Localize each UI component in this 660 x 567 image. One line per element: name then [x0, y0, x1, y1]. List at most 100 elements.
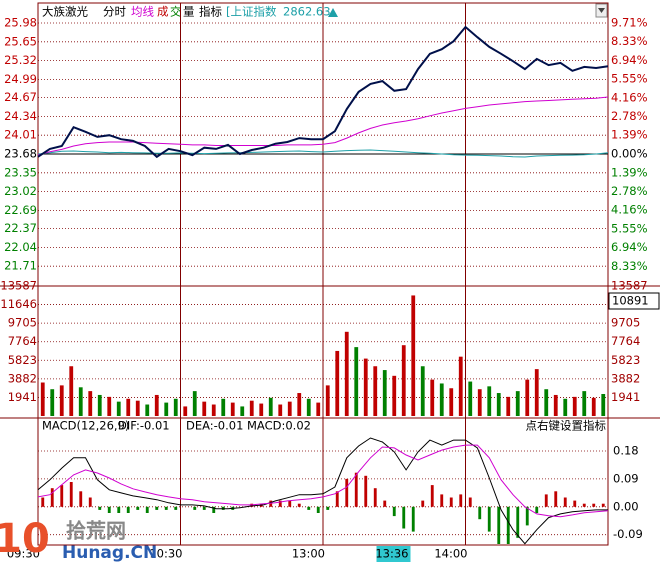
mode: 分时 [103, 5, 126, 19]
cursor-box [376, 546, 411, 562]
macd-readout: MACD:0.02 [247, 419, 311, 433]
y-tick-label: 25.98 [4, 16, 37, 30]
volume-bar [515, 391, 520, 416]
volume-bar [344, 331, 349, 416]
volume-bar [240, 406, 245, 416]
y-tick-label: 11646 [0, 297, 37, 311]
macd-bar [193, 506, 197, 510]
watermark-site: 拾荒网 [66, 519, 126, 543]
y-tick-label: 5823 [8, 353, 37, 367]
y2-tick-label: 4.16% [611, 203, 648, 217]
y-tick-label: 7764 [8, 334, 37, 348]
y2-tick-label: 5823 [611, 353, 640, 367]
current-volume: 10891 [612, 294, 649, 308]
macd-bar [107, 506, 111, 513]
price-line [37, 96, 609, 156]
y2-tick-label: 6.94% [611, 240, 648, 254]
macd-bar [316, 506, 320, 513]
y-tick-label: 25.32 [4, 53, 37, 67]
macd-bar [145, 506, 149, 513]
volume-bar [525, 379, 530, 416]
vol-label: 成 [157, 5, 169, 19]
macd-bar [497, 506, 501, 544]
x-tick-label: 09:30 [7, 547, 40, 561]
volume-bar [50, 389, 55, 416]
macd-bar [50, 488, 54, 507]
index-label: [上证指数 [226, 5, 277, 19]
macd-readout: DIF:-0.01 [118, 419, 170, 433]
stock-name: 大族激光 [42, 5, 88, 19]
volume-bar [221, 398, 226, 416]
y-tick-label: 25.65 [4, 34, 37, 48]
volume-bar [278, 404, 283, 416]
volume-bar [439, 383, 444, 416]
y-tick-label: 22.37 [4, 221, 37, 235]
macd-bar [297, 503, 301, 507]
macd-line [37, 437, 608, 545]
y-tick-label: 21.71 [4, 259, 37, 273]
macd-bar [506, 506, 510, 544]
macd-bar [582, 503, 586, 507]
y-tick-label: 13587 [0, 279, 37, 293]
macd-bar [430, 485, 434, 507]
volume-bar [316, 402, 321, 416]
macd-bar [88, 497, 92, 507]
macd-bar [164, 506, 168, 510]
macd-bar [364, 475, 368, 507]
y-tick-label: 24.01 [4, 128, 37, 142]
macd-bar [202, 506, 206, 510]
macd-bar [326, 506, 330, 510]
volume-bar [297, 393, 302, 416]
volume-bar [116, 401, 121, 416]
volume-bar [506, 396, 511, 416]
volume-bar [154, 394, 159, 416]
y-tick-label: 22.69 [4, 203, 37, 217]
scroll-arrow [598, 8, 605, 13]
macd-line [37, 444, 609, 518]
volume-bar [392, 375, 397, 416]
price-line [37, 149, 609, 158]
volume-bar [40, 382, 45, 416]
vol-label: 量 [183, 5, 195, 19]
y2-tick-label: 9705 [611, 316, 640, 330]
y2-tick-label: 3882 [611, 371, 640, 385]
macd-bar [478, 506, 482, 520]
vol-label: 交 [170, 5, 182, 19]
macd-bar [345, 478, 349, 507]
y2-tick-label: 1.39% [611, 165, 648, 179]
macd-bar [269, 500, 273, 507]
macd-bar [60, 485, 64, 507]
macd-bar [411, 506, 415, 532]
volume-bar [259, 403, 264, 416]
y-tick-label: 23.68 [4, 147, 37, 161]
macd-bar [554, 491, 558, 507]
volume-bar [487, 386, 492, 416]
macd-bar [69, 482, 73, 507]
volume-bar [591, 397, 596, 416]
price-line [37, 25, 609, 159]
macd-bar [383, 500, 387, 507]
cursor-label: 13:36 [375, 547, 408, 561]
y2-tick-label: 5.55% [611, 72, 648, 86]
macd-readout: DEA:-0.01 [186, 419, 243, 433]
y-tick-label: 1941 [8, 390, 37, 404]
volume-bar [496, 393, 501, 416]
y2-tick-label: 0.00 [613, 499, 639, 513]
up-arrow [328, 8, 338, 17]
watermark: 10 拾荒网 Hunag.CN [0, 516, 157, 563]
volume-bar [411, 295, 416, 416]
current-box [608, 292, 660, 310]
volume-bar [135, 400, 140, 416]
macd-bar [440, 494, 444, 507]
volume-bar [183, 406, 188, 416]
volume-bar [202, 401, 207, 416]
volume-bar [468, 381, 473, 416]
volume-bar [420, 366, 425, 416]
y2-tick-label: 0.00% [611, 147, 648, 161]
macd-bar [155, 506, 159, 510]
volume-bar [164, 402, 169, 416]
macd-bar [174, 506, 178, 510]
volume-bar [88, 391, 93, 416]
header: 大族激光 分时 均线 成 交 量 指标 [上证指数 2862.63 [42, 3, 608, 19]
